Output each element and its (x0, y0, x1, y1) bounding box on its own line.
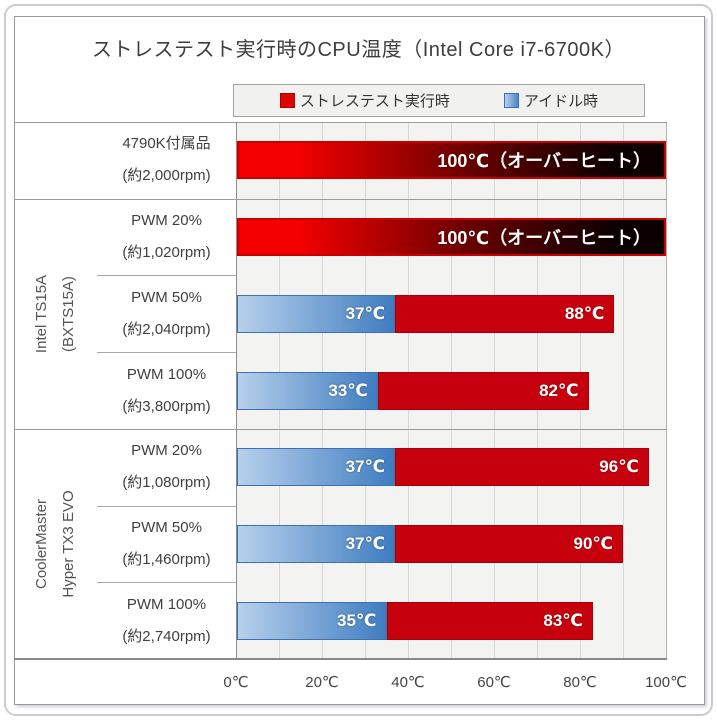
legend-label-idle: アイドル時 (523, 93, 599, 110)
idle-bar: 33℃ (237, 371, 378, 410)
group-boundary-line (14, 429, 667, 430)
legend-label-stress: ストレステスト実行時 (299, 93, 450, 110)
idle-value-label: 33℃ (328, 380, 368, 400)
stress-value-label: 83℃ (543, 610, 583, 630)
category-label: 4790K付属品 (約2,000rpm) (97, 128, 236, 192)
stress-series-swatch-icon (279, 93, 295, 108)
row-separator (97, 582, 236, 583)
category-name: PWM 100% (126, 595, 207, 613)
category-rpm: (約2,740rpm) (122, 627, 211, 645)
category-name: PWM 50% (131, 518, 202, 536)
group-label: CoolerMaster Hyper TX3 EVO (28, 434, 84, 654)
row-separator (97, 352, 236, 353)
stress-bar: 88℃ (395, 294, 615, 333)
idle-bar: 37℃ (237, 294, 396, 333)
stress-value-label: 82℃ (539, 380, 579, 400)
stress-bar: 96℃ (395, 448, 649, 487)
category-rpm: (約1,460rpm) (122, 550, 211, 568)
legend-item-stress: ストレステスト実行時 (279, 90, 450, 111)
plot-top-border (14, 122, 667, 123)
stress-bar: 83℃ (386, 601, 593, 640)
category-label: PWM 50% (約1,460rpm) (97, 512, 236, 576)
row-separator (97, 506, 236, 507)
category-rpm: (約1,020rpm) (122, 244, 211, 262)
category-name: PWM 50% (131, 288, 202, 306)
category-rpm: (約2,000rpm) (122, 167, 211, 185)
idle-value-label: 37℃ (345, 533, 386, 553)
group-name-line2: (BXTS15A) (60, 275, 77, 352)
group-name-line1: Intel TS15A (33, 274, 50, 353)
idle-series-swatch-icon (503, 93, 519, 108)
plot-right-border (666, 122, 667, 659)
overheat-value-label: 100℃（オーバーヒート） (437, 151, 651, 172)
category-rpm: (約2,040rpm) (122, 320, 211, 338)
legend-item-idle: アイドル時 (503, 90, 599, 111)
category-rpm: (約1,080rpm) (122, 474, 211, 492)
x-tick-label: 40℃ (391, 674, 425, 691)
category-name: PWM 100% (126, 365, 207, 383)
overheat-value-label: 100℃（オーバーヒート） (437, 228, 651, 249)
idle-bar: 37℃ (237, 524, 396, 563)
x-tick-label: 0℃ (223, 674, 249, 691)
overheat-bar: 100℃（オーバーヒート） (237, 218, 666, 257)
stress-value-label: 90℃ (573, 533, 613, 553)
chart-title: ストレステスト実行時のCPU温度（Intel Core i7-6700K） (91, 39, 626, 61)
category-name: PWM 20% (131, 442, 202, 460)
legend: ストレステスト実行時 アイドル時 (233, 84, 645, 117)
x-tick-label: 20℃ (305, 674, 339, 691)
plot-area: 4790K付属品 (約2,000rpm) 100℃（オーバーヒート） PWM 20% (… (14, 122, 703, 660)
category-name: PWM 20% (131, 212, 202, 230)
x-axis-ticks: 0℃ 20℃ 40℃ 60℃ 80℃ 100℃ (14, 673, 703, 693)
stress-bar: 82℃ (377, 371, 589, 410)
idle-value-label: 37℃ (345, 303, 386, 323)
category-label: PWM 100% (約2,740rpm) (97, 589, 236, 653)
group-name-line2: Hyper TX3 EVO (60, 490, 77, 598)
group-boundary-line (14, 199, 667, 200)
x-tick-label: 80℃ (563, 674, 597, 691)
idle-bar: 35℃ (237, 601, 387, 640)
row-separator (97, 275, 236, 276)
x-tick-label: 60℃ (477, 674, 511, 691)
y-axis-line (236, 122, 237, 659)
overheat-bar: 100℃（オーバーヒート） (237, 141, 666, 180)
idle-value-label: 35℃ (337, 610, 377, 630)
group-name-line1: CoolerMaster (33, 498, 50, 589)
category-label: PWM 50% (約2,040rpm) (97, 282, 236, 346)
category-label: PWM 100% (約3,800rpm) (97, 359, 236, 423)
gridline (623, 122, 624, 659)
stress-value-label: 88℃ (564, 303, 605, 323)
category-label: PWM 20% (約1,080rpm) (97, 435, 236, 499)
category-label: PWM 20% (約1,020rpm) (97, 205, 236, 269)
idle-value-label: 37℃ (345, 457, 386, 477)
category-name: 4790K付属品 (122, 135, 211, 153)
idle-bar: 37℃ (237, 448, 396, 487)
x-tick-label: 100℃ (645, 674, 687, 691)
stress-bar: 90℃ (395, 524, 623, 563)
stress-value-label: 96℃ (599, 457, 639, 477)
category-rpm: (約3,800rpm) (122, 397, 211, 415)
x-axis-line (14, 658, 667, 660)
group-label: Intel TS15A (BXTS15A) (28, 204, 84, 424)
